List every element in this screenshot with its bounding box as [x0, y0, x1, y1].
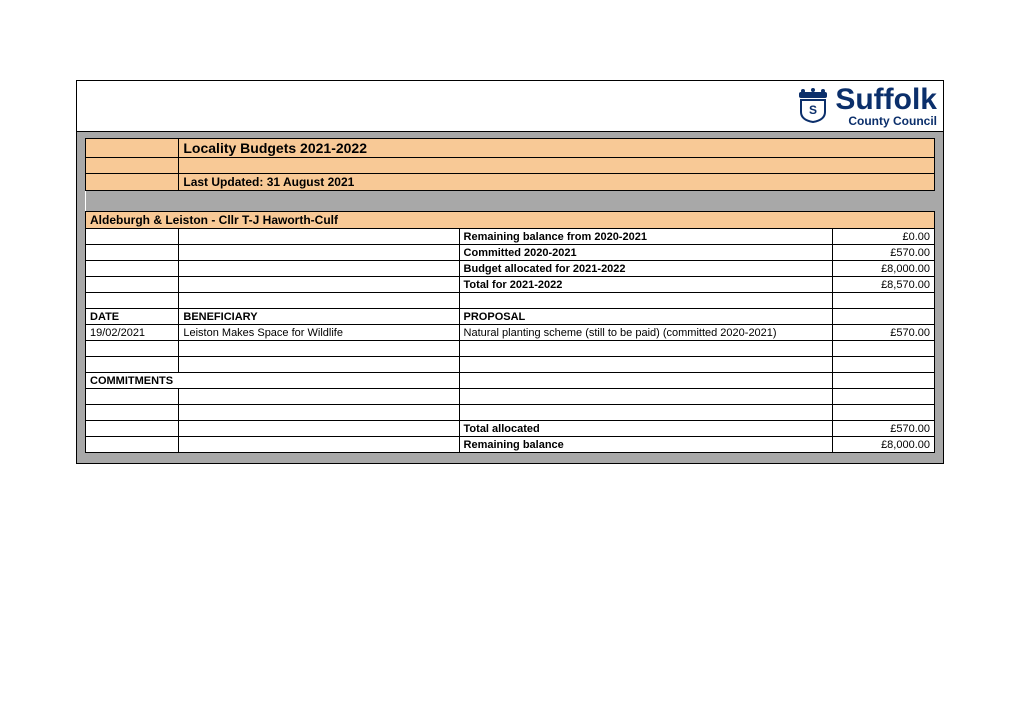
suffolk-logo: S Suffolk County Council	[795, 85, 937, 127]
last-updated-row: Last Updated: 31 August 2021	[86, 174, 935, 191]
councillor-name: Aldeburgh & Leiston - Cllr T-J Haworth-C…	[86, 212, 935, 229]
table-row: 19/02/2021 Leiston Makes Space for Wildl…	[86, 325, 935, 341]
summary-allocated: Budget allocated for 2021-2022 £8,000.00	[86, 261, 935, 277]
blank-row	[86, 341, 935, 357]
blank-row	[86, 405, 935, 421]
svg-text:S: S	[809, 103, 817, 117]
remaining-balance-value: £8,000.00	[833, 437, 935, 453]
total-allocated-value: £570.00	[833, 421, 935, 437]
col-beneficiary: BENEFICIARY	[179, 309, 459, 325]
page-title: Locality Budgets 2021-2022	[179, 139, 935, 158]
commitments-row: COMMITMENTS	[86, 373, 935, 389]
summary-total: Total for 2021-2022 £8,570.00	[86, 277, 935, 293]
remaining-prev-value: £0.00	[833, 229, 935, 245]
commitments-label: COMMITMENTS	[86, 373, 460, 389]
gray-body: Locality Budgets 2021-2022 Last Updated:…	[77, 132, 943, 463]
total-allocated-label: Total allocated	[459, 421, 833, 437]
blank-row	[86, 357, 935, 373]
allocated-value: £8,000.00	[833, 261, 935, 277]
row-proposal: Natural planting scheme (still to be pai…	[459, 325, 833, 341]
total-value: £8,570.00	[833, 277, 935, 293]
crown-shield-icon: S	[795, 88, 831, 124]
councillor-row: Aldeburgh & Leiston - Cllr T-J Haworth-C…	[86, 212, 935, 229]
logo-subtitle: County Council	[848, 115, 937, 127]
document-frame: S Suffolk County Council Locality Budget…	[76, 80, 944, 464]
committed-label: Committed 2020-2021	[459, 245, 833, 261]
blank-row	[86, 293, 935, 309]
committed-value: £570.00	[833, 245, 935, 261]
remaining-prev-label: Remaining balance from 2020-2021	[459, 229, 833, 245]
total-label: Total for 2021-2022	[459, 277, 833, 293]
total-allocated-row: Total allocated £570.00	[86, 421, 935, 437]
row-beneficiary: Leiston Makes Space for Wildlife	[179, 325, 459, 341]
blank-row	[86, 389, 935, 405]
remaining-balance-label: Remaining balance	[459, 437, 833, 453]
page: S Suffolk County Council Locality Budget…	[0, 0, 1020, 721]
row-amount: £570.00	[833, 325, 935, 341]
col-proposal: PROPOSAL	[459, 309, 833, 325]
col-date: DATE	[86, 309, 179, 325]
budget-table: Locality Budgets 2021-2022 Last Updated:…	[85, 138, 935, 453]
summary-committed: Committed 2020-2021 £570.00	[86, 245, 935, 261]
logo-title: Suffolk	[835, 85, 937, 115]
title-row: Locality Budgets 2021-2022	[86, 139, 935, 158]
column-header-row: DATE BENEFICIARY PROPOSAL	[86, 309, 935, 325]
logo-bar: S Suffolk County Council	[77, 81, 943, 132]
allocated-label: Budget allocated for 2021-2022	[459, 261, 833, 277]
last-updated: Last Updated: 31 August 2021	[179, 174, 935, 191]
remaining-balance-row: Remaining balance £8,000.00	[86, 437, 935, 453]
title-spacer-row	[86, 158, 935, 174]
row-date: 19/02/2021	[86, 325, 179, 341]
logo-text: Suffolk County Council	[835, 85, 937, 127]
summary-remaining-prev: Remaining balance from 2020-2021 £0.00	[86, 229, 935, 245]
